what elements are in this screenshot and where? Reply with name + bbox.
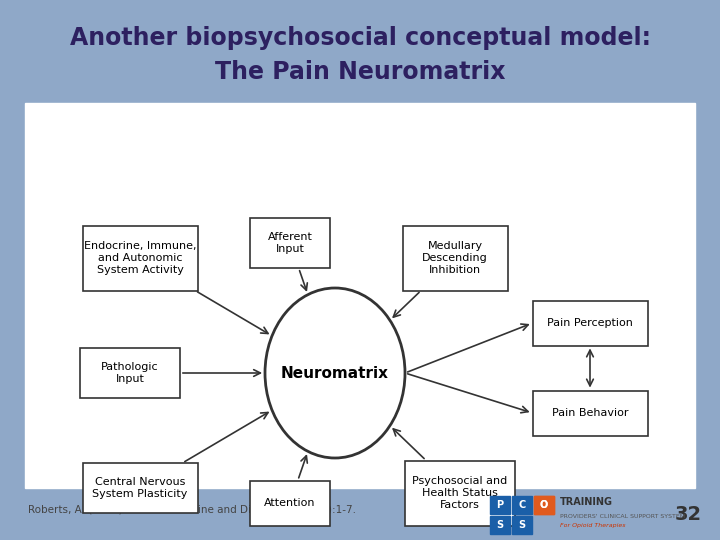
Text: PROVIDERS' CLINICAL SUPPORT SYSTEM: PROVIDERS' CLINICAL SUPPORT SYSTEM	[560, 514, 685, 518]
Text: For Opioid Therapies: For Opioid Therapies	[560, 523, 626, 529]
FancyBboxPatch shape	[402, 226, 508, 291]
Text: 32: 32	[675, 505, 702, 524]
Text: O: O	[540, 500, 548, 510]
Text: TRAINING: TRAINING	[560, 497, 613, 507]
FancyBboxPatch shape	[533, 390, 647, 435]
Bar	[534, 496, 554, 514]
Bar	[512, 516, 532, 534]
Text: Central Nervous
System Plasticity: Central Nervous System Plasticity	[92, 477, 188, 499]
FancyBboxPatch shape	[405, 461, 515, 525]
Text: Psychosocial and
Health Status
Factors: Psychosocial and Health Status Factors	[413, 476, 508, 510]
Text: Afferent
Input: Afferent Input	[268, 232, 312, 254]
FancyBboxPatch shape	[83, 463, 197, 513]
Text: Roberts, A. (2011) Clinical Medicine and Diagnostics.  1(1):1-7.: Roberts, A. (2011) Clinical Medicine and…	[28, 505, 356, 515]
Text: O: O	[540, 500, 548, 510]
Text: P: P	[496, 500, 503, 510]
Bar	[25, 103, 695, 488]
FancyBboxPatch shape	[250, 481, 330, 525]
Text: Medullary
Descending
Inhibition: Medullary Descending Inhibition	[422, 241, 488, 275]
Bar	[534, 496, 554, 514]
FancyBboxPatch shape	[83, 226, 197, 291]
Text: Pain Perception: Pain Perception	[547, 318, 633, 328]
Bar	[512, 496, 532, 514]
Ellipse shape	[265, 288, 405, 458]
FancyBboxPatch shape	[80, 348, 180, 398]
Text: The Pain Neuromatrix: The Pain Neuromatrix	[215, 60, 505, 84]
Text: S: S	[496, 520, 503, 530]
Text: Attention: Attention	[264, 498, 316, 508]
Bar	[490, 496, 510, 514]
Text: Another biopsychosocial conceptual model:: Another biopsychosocial conceptual model…	[70, 26, 650, 50]
Text: Pathologic
Input: Pathologic Input	[102, 362, 159, 384]
Text: Pain Behavior: Pain Behavior	[552, 408, 629, 418]
FancyBboxPatch shape	[250, 218, 330, 268]
Bar	[490, 516, 510, 534]
Bar	[0, 0, 720, 100]
FancyBboxPatch shape	[533, 300, 647, 346]
Text: S: S	[518, 520, 526, 530]
Text: Neuromatrix: Neuromatrix	[281, 366, 389, 381]
Text: C: C	[518, 500, 526, 510]
Text: Endocrine, Immune,
and Autonomic
System Activity: Endocrine, Immune, and Autonomic System …	[84, 241, 197, 275]
